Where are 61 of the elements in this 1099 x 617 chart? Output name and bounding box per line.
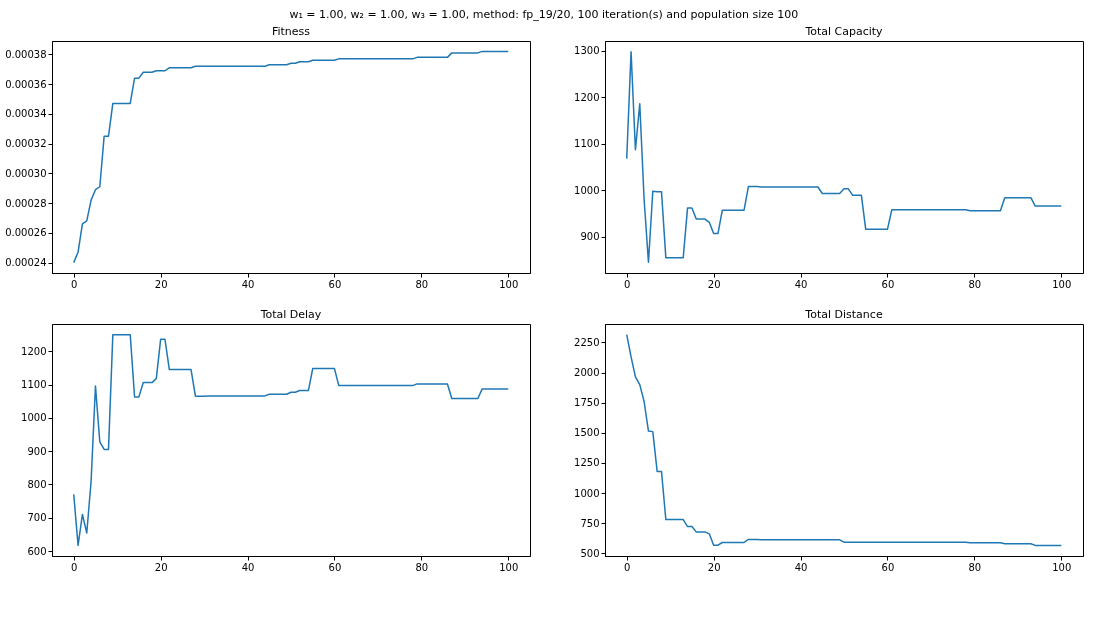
x-tick-label: 0 bbox=[624, 278, 631, 290]
y-tick-label: 1500 bbox=[574, 427, 600, 439]
y-tick-label: 2000 bbox=[574, 367, 600, 379]
x-tick-label: 100 bbox=[1052, 278, 1072, 290]
y-tick-label: 1750 bbox=[574, 397, 600, 409]
y-tick-label: 800 bbox=[27, 478, 47, 490]
y-tick-label: 500 bbox=[580, 547, 600, 559]
x-tick-label: 60 bbox=[881, 561, 895, 573]
line-series bbox=[72, 50, 510, 264]
x-tick-label: 40 bbox=[241, 561, 255, 573]
y-tick-label: 1200 bbox=[574, 91, 600, 103]
x-tick-label: 20 bbox=[707, 278, 721, 290]
y-tick-label: 0.00024 bbox=[5, 257, 47, 269]
y-tick-label: 1200 bbox=[21, 345, 47, 357]
y-tick-label: 600 bbox=[27, 545, 47, 557]
y-tick-label: 0.00032 bbox=[5, 138, 47, 150]
y-tick-label: 0.00036 bbox=[5, 78, 47, 90]
x-tick-label: 60 bbox=[881, 278, 895, 290]
line-series bbox=[625, 333, 1063, 547]
y-tick-label: 900 bbox=[27, 445, 47, 457]
y-tick-label: 0.00026 bbox=[5, 227, 47, 239]
x-tick-label: 80 bbox=[415, 278, 429, 290]
x-tick-label: 60 bbox=[328, 561, 342, 573]
x-tick-label: 20 bbox=[707, 561, 721, 573]
x-tick-label: 60 bbox=[328, 278, 342, 290]
x-tick-label: 0 bbox=[71, 278, 78, 290]
x-tick-label: 100 bbox=[499, 561, 519, 573]
text: w₁ = 1.00, w₂ = 1.00, w₃ = 1.00, method: fp_19/20, 100 iteration(s) and population size 100 bbox=[289, 7, 799, 21]
y-tick-label: 2250 bbox=[574, 336, 600, 348]
x-tick-label: 20 bbox=[154, 278, 168, 290]
line-series bbox=[625, 50, 1063, 264]
y-tick-label: 1100 bbox=[574, 138, 600, 150]
y-tick-label: 700 bbox=[27, 512, 47, 524]
y-tick-label: 750 bbox=[580, 517, 600, 529]
y-tick-label: 1300 bbox=[574, 45, 600, 57]
x-tick-label: 80 bbox=[968, 561, 982, 573]
y-tick-label: 1000 bbox=[21, 412, 47, 424]
x-tick-label: 40 bbox=[794, 278, 808, 290]
y-tick-label: 0.00030 bbox=[5, 167, 47, 179]
x-tick-label: 80 bbox=[968, 278, 982, 290]
y-tick-label: 0.00034 bbox=[5, 108, 47, 120]
y-tick-label: 1250 bbox=[574, 457, 600, 469]
x-tick-label: 0 bbox=[71, 561, 78, 573]
y-tick-label: 900 bbox=[580, 231, 600, 243]
chart-title: Fitness bbox=[271, 25, 311, 38]
chart-title: Total Delay bbox=[259, 308, 322, 321]
x-tick-label: 0 bbox=[624, 561, 631, 573]
x-tick-label: 100 bbox=[499, 278, 519, 290]
y-tick-label: 1000 bbox=[574, 487, 600, 499]
y-tick-label: 1100 bbox=[21, 379, 47, 391]
x-tick-label: 80 bbox=[415, 561, 429, 573]
x-tick-label: 40 bbox=[794, 561, 808, 573]
x-tick-label: 100 bbox=[1052, 561, 1072, 573]
line-series bbox=[72, 333, 510, 547]
x-tick-label: 20 bbox=[154, 561, 168, 573]
chart-title: Total Capacity bbox=[804, 25, 884, 38]
y-tick-label: 1000 bbox=[574, 184, 600, 196]
x-tick-label: 40 bbox=[241, 278, 255, 290]
y-tick-label: 0.00038 bbox=[5, 48, 47, 60]
y-tick-label: 0.00028 bbox=[5, 197, 47, 209]
chart-title: Total Distance bbox=[804, 308, 883, 321]
